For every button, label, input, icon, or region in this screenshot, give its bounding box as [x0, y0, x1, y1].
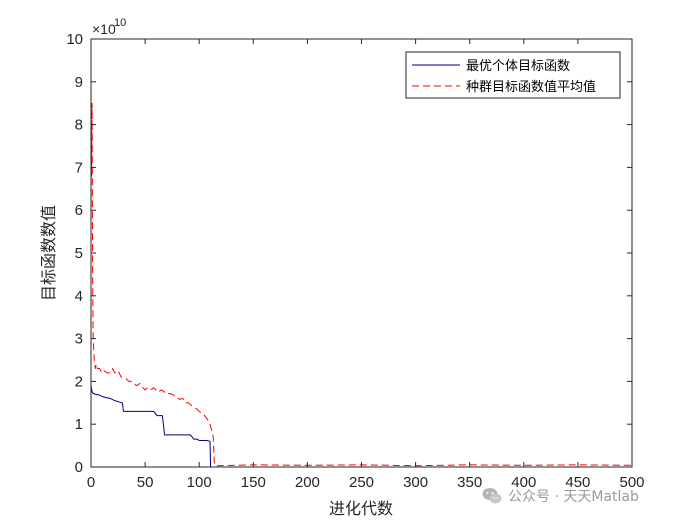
watermark: 公众号 · 天天Matlab	[482, 484, 639, 508]
x-tick-label: 500	[619, 474, 644, 491]
wechat-icon	[482, 488, 502, 504]
y-tick-label: 1	[75, 416, 83, 433]
y-tick-label: 0	[75, 459, 83, 476]
y-tick-label: 2	[75, 373, 83, 390]
y-tick-label: 4	[75, 288, 83, 305]
x-tick-label: 200	[295, 474, 320, 491]
x-axis-label: 进化代数	[329, 499, 393, 518]
y-tick-label: 9	[75, 74, 83, 91]
x-tick-label: 300	[403, 474, 428, 491]
ticks-layer: 0 50 100 150 200 250 300 350 400 450 500 0 1 2 3 4 5 6 7 8 9…	[66, 31, 644, 491]
watermark-text: 公众号 · 天天Matlab	[508, 489, 639, 505]
y-multiplier: ×10	[92, 21, 116, 37]
legend: 最优个体目标函数 种群目标函数值平均值	[405, 51, 621, 99]
y-tick-label: 7	[75, 159, 83, 176]
y-tick-label: 5	[75, 245, 83, 262]
y-tick-label: 6	[75, 202, 83, 219]
legend-label-mean: 种群目标函数值平均值	[466, 79, 596, 95]
y-tick-label: 10	[66, 31, 83, 48]
y-tick-label: 3	[75, 331, 83, 348]
x-tick-label: 250	[349, 474, 374, 491]
legend-label-best: 最优个体目标函数	[466, 59, 570, 74]
legend-box	[405, 51, 621, 99]
x-tick-label: 450	[565, 474, 590, 491]
y-axis-label: 目标函数数值	[39, 205, 58, 301]
x-tick-label: 150	[241, 474, 266, 491]
x-tick-label: 350	[457, 474, 482, 491]
x-tick-label: 50	[137, 474, 154, 491]
plot-frame	[90, 38, 633, 468]
plot-area	[91, 39, 632, 467]
series-line-mean	[90, 81, 633, 467]
x-tick-label: 400	[511, 474, 536, 491]
y-tick-label: 8	[75, 117, 83, 134]
y-exponent: 10	[114, 17, 126, 29]
x-tick-label: 100	[187, 474, 212, 491]
x-tick-label: 0	[87, 474, 95, 491]
